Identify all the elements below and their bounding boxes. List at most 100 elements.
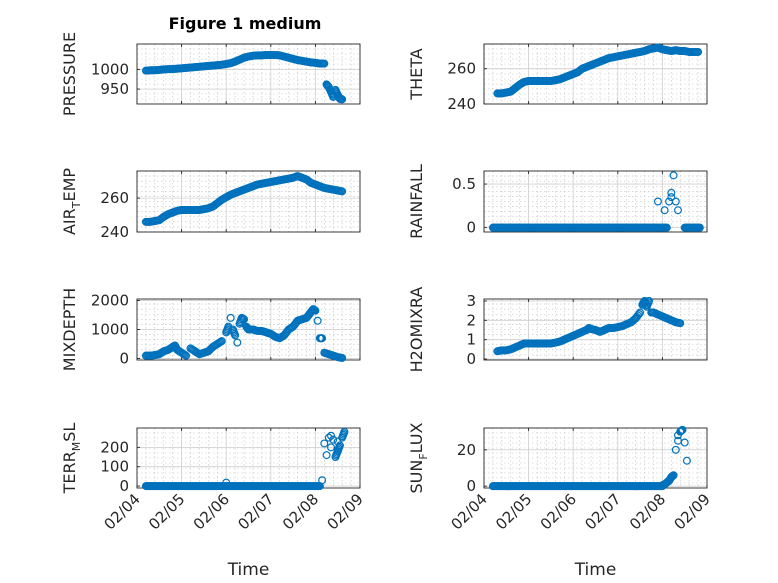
figure-title: Figure 1 medium <box>169 14 322 33</box>
theta-ylabel: THETA <box>407 48 426 100</box>
pressure-axis-box <box>136 43 361 105</box>
terr-msl-x-tick-label: 02/07 <box>234 490 277 533</box>
sun-flux-point <box>674 431 683 440</box>
sun-flux-x-tick-label: 02/09 <box>671 490 714 533</box>
terr-msl-x-tick-label: 02/08 <box>279 490 322 533</box>
terr-msl-x-tick-label: 02/06 <box>190 490 233 533</box>
pressure-y-tick-label: 1000 <box>91 60 129 78</box>
sun-flux-y-tick-label: 20 <box>457 441 476 459</box>
mixdepth-y-tick-label: 1000 <box>91 321 129 339</box>
rainfall-point <box>653 197 662 206</box>
terr-msl-point <box>320 439 329 448</box>
rainfall-axis-box <box>483 170 708 233</box>
air-temp-point <box>338 187 347 196</box>
terr-msl-point <box>322 451 331 460</box>
air-temp-y-tick-label: 260 <box>100 189 129 207</box>
theta-y-tick-label: 240 <box>447 95 476 113</box>
sun-flux-point <box>669 471 678 480</box>
mixdepth-point <box>217 337 226 346</box>
sun-flux-ylabel: SUNFLUX <box>407 422 430 493</box>
h2omixra-ylabel: H2OMIXRA <box>407 287 426 373</box>
terr-msl-y-tick-label: 0 <box>119 477 129 495</box>
rainfall-point <box>667 193 676 202</box>
terr-msl-point <box>327 431 336 440</box>
h2omixra-axes: 01 23 H2OMIXRA <box>407 287 708 373</box>
air-temp-ylabel: AIRTEMP <box>60 168 83 235</box>
h2omixra-point <box>676 319 685 328</box>
sun-flux-point <box>680 438 689 447</box>
h2omixra-point <box>634 310 643 319</box>
terr-msl-point <box>327 443 336 452</box>
mixdepth-point <box>240 315 249 324</box>
air-temp-y-tick-label: 240 <box>100 223 129 241</box>
sun-flux-xlabel: Time <box>574 560 617 580</box>
sun-flux-x-tick-label: 02/06 <box>537 490 580 533</box>
rainfall-point <box>674 206 683 215</box>
sun-flux-x-tick-label: 02/07 <box>581 490 624 533</box>
sun-flux-y-tick-label: 0 <box>466 477 476 495</box>
h2omixra-axis-box <box>483 298 708 361</box>
h2omixra-point <box>645 296 654 305</box>
terr-msl-point <box>324 433 333 442</box>
terr-msl-x-tick-label: 02/04 <box>101 490 144 533</box>
terr-msl-xlabel: Time <box>227 560 270 580</box>
terr-msl-x-tick-label: 02/09 <box>324 490 367 533</box>
rainfall-y-tick-label: 0.5 <box>452 175 476 193</box>
terr-msl-point <box>222 478 231 487</box>
rainfall-point <box>667 188 676 197</box>
rainfall-point <box>669 171 678 180</box>
mixdepth-point <box>311 306 320 315</box>
mixdepth-ylabel: MIXDEPTH <box>60 288 79 371</box>
sun-flux-point <box>671 445 680 454</box>
terr-msl-point <box>318 476 327 485</box>
h2omixra-y-tick-label: 2 <box>466 311 476 329</box>
rainfall-y-tick-label: 0 <box>466 219 476 237</box>
mixdepth-point <box>318 334 327 343</box>
terr-msl-y-tick-label: 100 <box>100 458 129 476</box>
sun-flux-axes: 0 20 SUNFLUX 02/04 02/05 02/06 02/07 02/08 02/09… <box>407 422 714 580</box>
mixdepth-y-tick-label: 0 <box>119 350 129 368</box>
mixdepth-axes: 0 1000 2000 MIXDEPTH <box>60 288 361 371</box>
terr-msl-y-tick-label: 200 <box>100 438 129 456</box>
terr-msl-ylabel: TERRMSL <box>60 423 83 495</box>
h2omixra-point <box>636 308 645 317</box>
h2omixra-y-tick-label: 3 <box>466 292 476 310</box>
mixdepth-point <box>226 313 235 322</box>
rainfall-point <box>660 206 669 215</box>
pressure-y-tick-label: 950 <box>100 80 129 98</box>
mixdepth-point <box>231 331 240 340</box>
rainfall-point <box>662 223 671 232</box>
mixdepth-point <box>233 338 242 347</box>
sun-flux-point <box>678 425 687 434</box>
terr-msl-point <box>340 427 349 436</box>
terr-msl-x-tick-label: 02/05 <box>145 490 188 533</box>
theta-axes: 240 260 THETA <box>407 43 708 113</box>
h2omixra-y-tick-label: 0 <box>466 350 476 368</box>
sun-flux-point <box>682 456 691 465</box>
rainfall-point <box>695 223 704 232</box>
mixdepth-point <box>338 353 347 362</box>
mixdepth-point <box>182 351 191 360</box>
pressure-ylabel: PRESSURE <box>60 32 79 116</box>
pressure-point <box>320 59 329 68</box>
terr-msl-point <box>329 435 338 444</box>
pressure-point <box>338 95 347 104</box>
mixdepth-y-tick-label: 2000 <box>91 291 129 309</box>
air-temp-axis-box <box>136 170 361 233</box>
air-temp-axes: 240 260 AIRTEMP <box>60 168 361 241</box>
rainfall-axes: 0 0.5 RAINFALL <box>407 164 708 239</box>
terr-msl-point <box>335 441 344 450</box>
sun-flux-x-tick-label: 02/04 <box>448 490 491 533</box>
terr-msl-point <box>333 437 342 446</box>
sun-flux-x-tick-label: 02/08 <box>626 490 669 533</box>
rainfall-point <box>671 197 680 206</box>
pressure-axes: 950 1000 PRESSURE <box>60 32 361 116</box>
theta-y-tick-label: 260 <box>447 60 476 78</box>
theta-axis-box <box>483 43 708 105</box>
theta-point <box>694 47 703 56</box>
mixdepth-point <box>313 316 322 325</box>
sun-flux-x-tick-label: 02/05 <box>492 490 535 533</box>
h2omixra-y-tick-label: 1 <box>466 331 476 349</box>
